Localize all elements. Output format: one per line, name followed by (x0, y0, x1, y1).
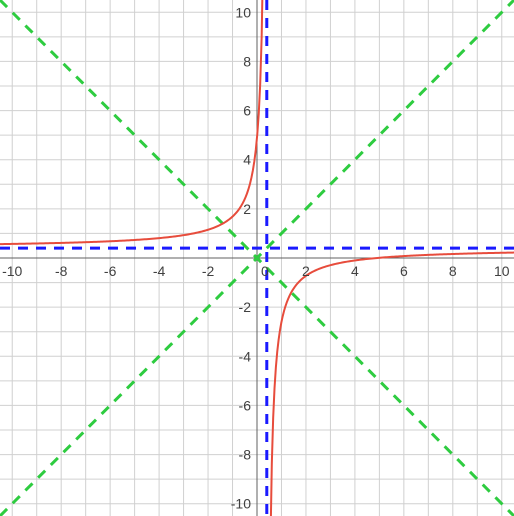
y-tick-label: -8 (239, 447, 252, 463)
coordinate-plane-chart: -10 -8 -6 -4 -2 0 2 4 6 8 10 -10 -8 -6 -4 -2 2 4 6 8 10 (0, 0, 514, 516)
x-tick-label: 0 (261, 263, 269, 279)
x-tick-label: -4 (153, 263, 166, 279)
y-tick-label: -2 (239, 299, 252, 315)
y-tick-label: -6 (239, 397, 252, 413)
y-tick-label: 4 (243, 152, 251, 168)
y-tick-label: -10 (231, 496, 251, 512)
x-tick-label: 6 (400, 263, 408, 279)
x-tick-label: 8 (449, 263, 457, 279)
x-tick-label: 10 (494, 263, 510, 279)
y-tick-label: 8 (243, 53, 251, 69)
y-tick-label: 2 (243, 201, 251, 217)
x-tick-label: -8 (55, 263, 68, 279)
x-tick-label: -2 (202, 263, 215, 279)
x-tick-label: 4 (351, 263, 359, 279)
y-tick-label: -4 (239, 348, 252, 364)
x-tick-label: -10 (2, 263, 22, 279)
x-tick-label: 2 (302, 263, 310, 279)
y-tick-label: 6 (243, 103, 251, 119)
x-tick-label: -6 (104, 263, 117, 279)
y-tick-label: 10 (235, 4, 251, 20)
